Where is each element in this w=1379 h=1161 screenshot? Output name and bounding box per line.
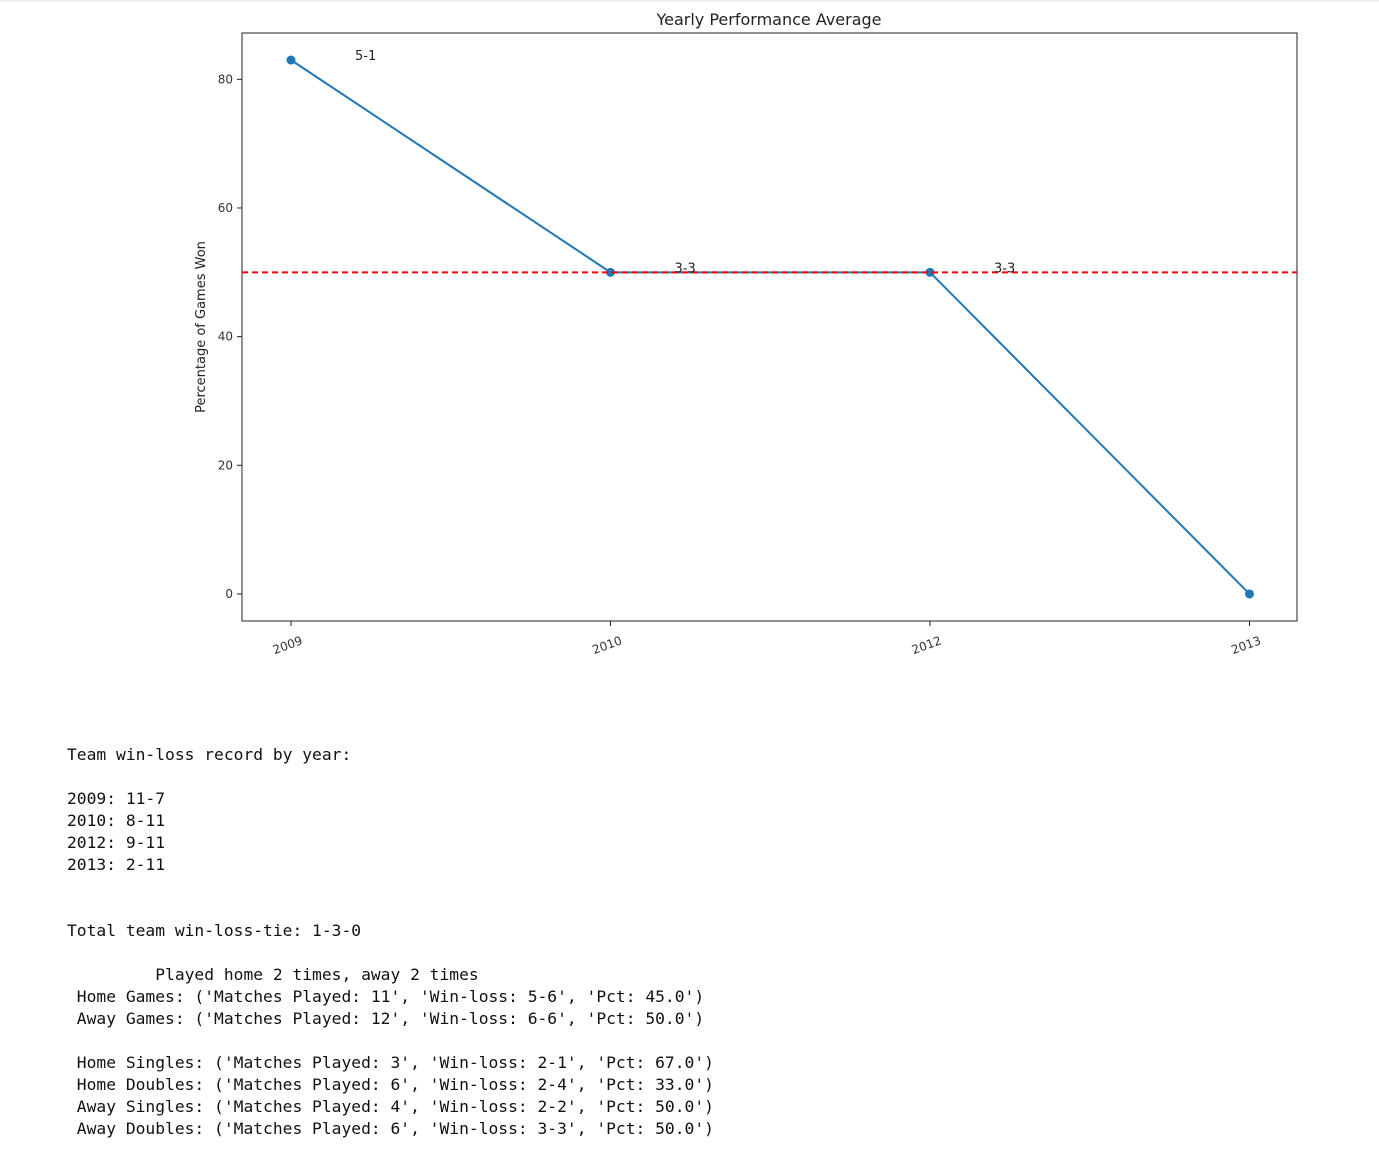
data-annotation: 5-1 [355,49,376,64]
data-annotation: 3-3 [675,261,696,276]
x-tick-label: 2009 [271,633,304,657]
away-doubles-line: Away Doubles: ('Matches Played: 6', 'Win… [67,1119,714,1138]
series-line [290,59,1251,595]
record-line: 2009: 11-7 [67,789,166,808]
y-tick-label: 20 [218,458,233,472]
output-heading: Team win-loss record by year: [67,745,352,764]
chart-marks: 0 20 40 60 80 2009 2010 2012 2013 5-1 3-3 3-3 [218,49,1297,657]
y-axis-label: Percentage of Games Won [194,241,209,413]
home-singles-line: Home Singles: ('Matches Played: 3', 'Win… [67,1053,714,1072]
played-summary: Played home 2 times, away 2 times [67,965,479,984]
home-games-line: Home Games: ('Matches Played: 11', 'Win-… [67,987,705,1006]
data-point [925,267,935,277]
away-games-line: Away Games: ('Matches Played: 12', 'Win-… [67,1009,705,1028]
y-tick-label: 40 [218,330,233,344]
total-record: Total team win-loss-tie: 1-3-0 [67,921,362,940]
y-tick-label: 60 [218,201,233,215]
line-chart: Yearly Performance Average Percentage of… [194,10,1298,657]
data-annotation: 3-3 [994,261,1015,276]
record-line: 2012: 9-11 [67,833,166,852]
home-doubles-line: Home Doubles: ('Matches Played: 6', 'Win… [67,1075,714,1094]
y-tick-label: 80 [218,72,233,86]
plot-frame [241,32,1298,622]
x-tick-label: 2012 [910,633,943,657]
cell-top-shadow [0,0,1379,3]
y-tick-label: 0 [225,587,233,601]
data-point [286,55,296,65]
data-point [1245,589,1254,599]
record-line: 2010: 8-11 [67,811,166,830]
x-tick-label: 2010 [590,633,623,657]
away-singles-line: Away Singles: ('Matches Played: 4', 'Win… [67,1097,714,1116]
x-tick-label: 2013 [1229,633,1262,657]
record-line: 2013: 2-11 [67,855,166,874]
chart-title: Yearly Performance Average [655,10,881,29]
data-point [606,267,615,277]
